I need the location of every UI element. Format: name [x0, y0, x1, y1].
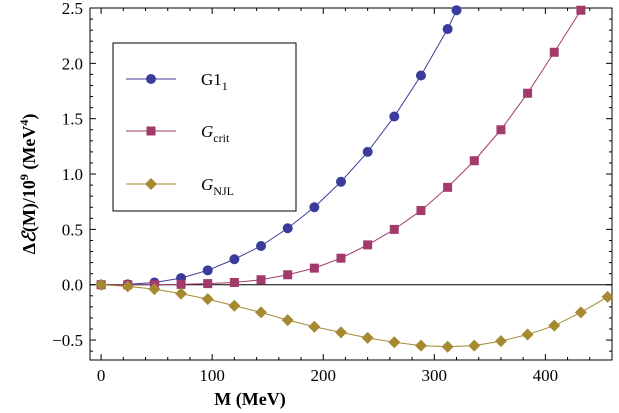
y-tick-label: 0.5: [62, 220, 83, 239]
x-tick-label: 200: [310, 366, 336, 385]
y-tick-label: −0.5: [52, 331, 83, 350]
data-point: [468, 339, 481, 352]
axis-ticks: 0 100 200 300 400 −0.5 0.0 0.5 1.0 1.5 2.0 2.5: [52, 0, 613, 385]
y-label-unit-open: (MeV: [19, 126, 40, 174]
legend-label-subscript: NJL: [213, 184, 234, 198]
legend-label-main: G: [201, 175, 213, 194]
legend-label-main: G1: [201, 70, 222, 89]
data-point: [601, 290, 614, 303]
data-point: [336, 176, 347, 187]
data-point: [203, 279, 213, 289]
data-point: [95, 278, 108, 291]
y-label-exp9: 9: [17, 174, 31, 180]
y-tick-label: 2.5: [62, 0, 83, 18]
data-point: [309, 202, 320, 213]
legend-label: G11: [201, 70, 228, 93]
legend-label: Gcrit: [201, 122, 230, 145]
legend-marker: [145, 178, 157, 190]
chart-frame: [89, 7, 613, 361]
data-point: [549, 47, 559, 57]
data-point: [308, 320, 321, 333]
data-point: [121, 280, 134, 293]
y-tick-label: 2.0: [62, 54, 83, 73]
y-axis-label: Δℰ(M)/109 (MeV4): [17, 114, 40, 255]
data-point: [201, 293, 214, 306]
data-point: [443, 182, 453, 192]
legend-label-main: G: [201, 122, 213, 141]
y-label-middle: (M)/10: [19, 180, 40, 232]
legend-entry: Gcrit: [126, 122, 230, 145]
y-tick-label: 0.0: [62, 276, 83, 295]
data-point: [176, 279, 186, 289]
data-point: [256, 275, 266, 285]
y-label-delta: Δ: [19, 243, 39, 254]
data-point: [416, 206, 426, 216]
data-point: [256, 240, 267, 251]
data-point: [281, 314, 294, 327]
data-point: [494, 335, 507, 348]
legend-label: GNJL: [201, 175, 234, 198]
data-point: [414, 339, 427, 352]
data-point: [335, 326, 348, 339]
data-point: [202, 265, 213, 276]
x-tick-label: 100: [199, 366, 225, 385]
legend-marker: [146, 74, 156, 84]
data-point: [309, 263, 319, 273]
x-tick-label: 400: [533, 366, 559, 385]
data-point: [389, 224, 399, 234]
data-point: [255, 306, 268, 319]
series-layer: [95, 5, 614, 353]
x-axis-label: M (MeV): [214, 389, 285, 410]
data-point: [521, 328, 534, 341]
x-tick-label: 300: [422, 366, 448, 385]
data-point: [362, 146, 373, 157]
data-point: [389, 111, 400, 122]
data-point: [283, 270, 293, 280]
data-point: [415, 70, 426, 81]
y-label-exp4: 4: [17, 120, 31, 126]
y-label-energy-symbol: ℰ: [19, 230, 39, 243]
legend-entry: G11: [126, 70, 228, 93]
y-tick-label: 1.0: [62, 165, 83, 184]
data-point: [441, 340, 454, 353]
legend-label-subscript: 1: [222, 79, 228, 93]
data-point: [576, 5, 586, 15]
data-point: [361, 331, 374, 344]
data-point: [469, 156, 479, 166]
data-point: [148, 283, 161, 296]
data-point: [336, 253, 346, 263]
data-point: [548, 319, 561, 332]
series-3: [95, 278, 614, 353]
data-point: [496, 125, 506, 135]
data-point: [229, 254, 240, 265]
y-tick-label: 1.5: [62, 110, 83, 129]
data-point: [523, 88, 533, 98]
data-point: [282, 223, 293, 234]
legend-entry: GNJL: [126, 175, 234, 198]
data-point: [442, 24, 453, 35]
data-point: [451, 5, 462, 16]
data-point: [574, 306, 587, 319]
data-point: [229, 278, 239, 288]
y-label-unit-close: ): [19, 114, 40, 120]
x-tick-label: 0: [97, 366, 106, 385]
data-point: [388, 336, 401, 349]
legend-marker: [146, 126, 156, 136]
data-point: [228, 299, 241, 312]
data-point: [363, 240, 373, 250]
legend-label-subscript: crit: [213, 131, 230, 145]
legend-box: [112, 42, 297, 212]
data-point: [175, 287, 188, 300]
